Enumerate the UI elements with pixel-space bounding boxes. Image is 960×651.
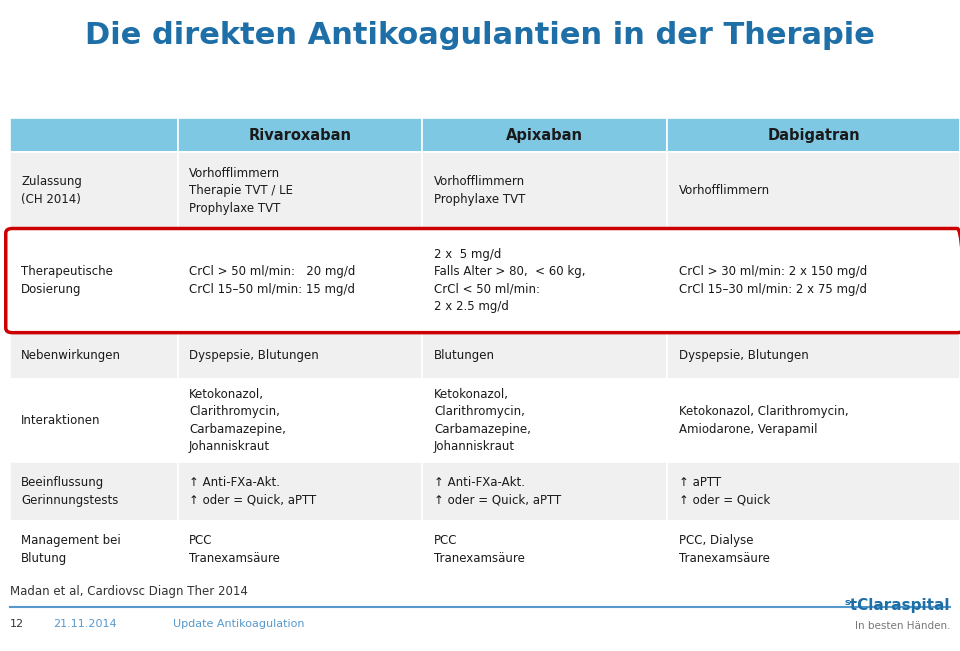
Bar (10, 332, 178, 379)
Text: Vorhofflimmern
Prophylaxe TVT: Vorhofflimmern Prophylaxe TVT (434, 176, 525, 206)
Bar (667, 462, 960, 521)
Bar (10, 462, 178, 521)
Bar (422, 462, 667, 521)
Text: PCC
Tranexamsäure: PCC Tranexamsäure (434, 534, 525, 564)
Bar (422, 152, 667, 229)
Bar (422, 229, 667, 332)
Text: ↑ Anti-FXa-Akt.
↑ oder = Quick, aPTT: ↑ Anti-FXa-Akt. ↑ oder = Quick, aPTT (189, 477, 317, 506)
Text: Blutungen: Blutungen (434, 349, 495, 362)
Bar (178, 229, 422, 332)
Text: 21.11.2014: 21.11.2014 (53, 618, 116, 629)
Text: Rivaroxaban: Rivaroxaban (249, 128, 351, 143)
Text: Beeinflussung
Gerinnungstests: Beeinflussung Gerinnungstests (21, 477, 118, 506)
Text: Madan et al, Cardiovsc Diagn Ther 2014: Madan et al, Cardiovsc Diagn Ther 2014 (10, 585, 248, 598)
Text: Dyspepsie, Blutungen: Dyspepsie, Blutungen (189, 349, 319, 362)
Bar (10, 229, 178, 332)
Bar (422, 521, 667, 578)
Text: Zulassung
(CH 2014): Zulassung (CH 2014) (21, 176, 82, 206)
Bar (10, 521, 178, 578)
Text: Nebenwirkungen: Nebenwirkungen (21, 349, 121, 362)
Text: Ketokonazol,
Clarithromycin,
Carbamazepine,
Johanniskraut: Ketokonazol, Clarithromycin, Carbamazepi… (189, 388, 286, 453)
Text: CrCl > 50 ml/min:   20 mg/d
CrCl 15–50 ml/min: 15 mg/d: CrCl > 50 ml/min: 20 mg/d CrCl 15–50 ml/… (189, 266, 355, 296)
Bar (178, 118, 422, 152)
Bar (667, 379, 960, 462)
Bar (667, 521, 960, 578)
Text: 2 x  5 mg/d
Falls Alter > 80,  < 60 kg,
CrCl < 50 ml/min:
2 x 2.5 mg/d: 2 x 5 mg/d Falls Alter > 80, < 60 kg, Cr… (434, 248, 586, 313)
Text: ↑ aPTT
↑ oder = Quick: ↑ aPTT ↑ oder = Quick (679, 477, 770, 506)
Bar (10, 152, 178, 229)
Bar (178, 379, 422, 462)
Bar (10, 118, 178, 152)
Text: Dyspepsie, Blutungen: Dyspepsie, Blutungen (679, 349, 808, 362)
Text: ˢtClaraspital: ˢtClaraspital (845, 598, 950, 613)
Bar (667, 229, 960, 332)
Bar (178, 521, 422, 578)
Text: In besten Händen.: In besten Händen. (855, 621, 950, 631)
Text: CrCl > 30 ml/min: 2 x 150 mg/d
CrCl 15–30 ml/min: 2 x 75 mg/d: CrCl > 30 ml/min: 2 x 150 mg/d CrCl 15–3… (679, 266, 867, 296)
Bar (422, 379, 667, 462)
Bar (422, 118, 667, 152)
Text: Therapeutische
Dosierung: Therapeutische Dosierung (21, 266, 113, 296)
Text: Dabigatran: Dabigatran (767, 128, 860, 143)
Bar (10, 379, 178, 462)
Text: Update Antikoagulation: Update Antikoagulation (173, 618, 304, 629)
Text: Apixaban: Apixaban (506, 128, 584, 143)
Text: PCC
Tranexamsäure: PCC Tranexamsäure (189, 534, 280, 564)
Text: Vorhofflimmern: Vorhofflimmern (679, 184, 770, 197)
Text: PCC, Dialyse
Tranexamsäure: PCC, Dialyse Tranexamsäure (679, 534, 770, 564)
Bar (667, 118, 960, 152)
Text: Management bei
Blutung: Management bei Blutung (21, 534, 121, 564)
Text: ↑ Anti-FXa-Akt.
↑ oder = Quick, aPTT: ↑ Anti-FXa-Akt. ↑ oder = Quick, aPTT (434, 477, 562, 506)
Bar (178, 152, 422, 229)
Text: 12: 12 (10, 618, 24, 629)
Bar (178, 462, 422, 521)
Text: Vorhofflimmern
Therapie TVT / LE
Prophylaxe TVT: Vorhofflimmern Therapie TVT / LE Prophyl… (189, 167, 293, 215)
Text: Ketokonazol, Clarithromycin,
Amiodarone, Verapamil: Ketokonazol, Clarithromycin, Amiodarone,… (679, 406, 849, 436)
Text: Ketokonazol,
Clarithromycin,
Carbamazepine,
Johanniskraut: Ketokonazol, Clarithromycin, Carbamazepi… (434, 388, 531, 453)
Bar (667, 332, 960, 379)
Bar (667, 152, 960, 229)
Text: Interaktionen: Interaktionen (21, 414, 101, 427)
Bar (422, 332, 667, 379)
Text: Die direkten Antikoagulantien in der Therapie: Die direkten Antikoagulantien in der The… (85, 21, 875, 50)
Bar (178, 332, 422, 379)
